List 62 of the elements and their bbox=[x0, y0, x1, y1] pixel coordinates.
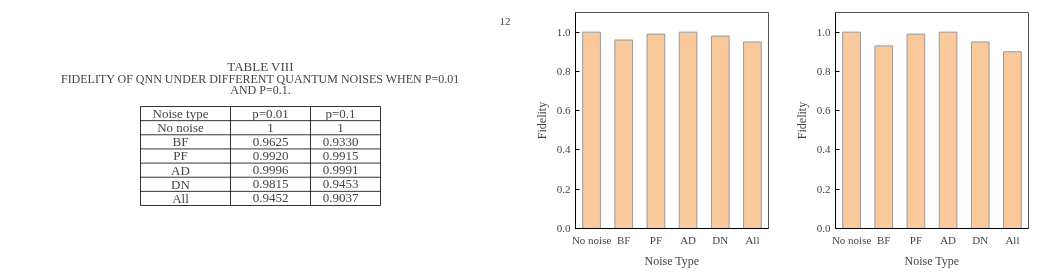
x-axis-title: Noise Type bbox=[904, 253, 960, 268]
y-tick-label: 0.0 bbox=[556, 222, 571, 234]
text: p=0.01 bbox=[252, 106, 289, 122]
y-tick-label: 0.0 bbox=[816, 222, 831, 234]
text: 1 bbox=[337, 119, 344, 135]
y-tick-label: 1.0 bbox=[556, 25, 571, 38]
x-tick-label: All bbox=[1005, 233, 1020, 246]
text: 0.9330 bbox=[322, 133, 359, 149]
bar bbox=[970, 41, 990, 229]
bar bbox=[646, 33, 666, 229]
x-tick-label: PF bbox=[649, 233, 663, 246]
x-tick-label: PF bbox=[909, 233, 923, 246]
y-tick-label: 0.2 bbox=[556, 182, 571, 195]
y-tick-label: 1.0 bbox=[816, 25, 831, 38]
text: 1 bbox=[267, 119, 274, 135]
text: All bbox=[172, 190, 190, 206]
x-axis-title: Noise Type bbox=[644, 253, 700, 268]
text: 0.9815 bbox=[252, 176, 289, 192]
x-tick-label: All bbox=[745, 233, 760, 246]
bar bbox=[710, 35, 730, 229]
text: 0.9991 bbox=[322, 162, 359, 178]
text: p=0.1 bbox=[325, 106, 356, 122]
bar bbox=[938, 31, 958, 229]
text: 0.9920 bbox=[252, 147, 289, 163]
y-tick-label: 0.8 bbox=[556, 64, 571, 77]
y-tick-label: 0.8 bbox=[816, 64, 831, 77]
x-tick-label: BF bbox=[617, 233, 631, 246]
y-tick-label: 0.4 bbox=[816, 143, 831, 156]
bar bbox=[842, 31, 861, 229]
x-tick-label: DN bbox=[712, 233, 729, 246]
x-tick-label: BF bbox=[877, 233, 891, 246]
y-tick-label: 0.6 bbox=[556, 104, 571, 117]
text: 0.9453 bbox=[322, 176, 359, 192]
bar bbox=[906, 33, 926, 229]
bar bbox=[614, 39, 634, 229]
x-tick-label: DN bbox=[972, 233, 989, 246]
y-tick-label: 0.4 bbox=[556, 143, 571, 156]
text: 12 bbox=[499, 15, 511, 28]
x-tick-label: No noise bbox=[831, 233, 872, 246]
bar bbox=[743, 41, 762, 229]
bar bbox=[582, 31, 601, 229]
bar bbox=[1003, 51, 1022, 229]
text: 0.9996 bbox=[252, 162, 289, 178]
text: DN bbox=[171, 176, 191, 192]
bar bbox=[874, 45, 894, 229]
text: PF bbox=[173, 148, 188, 164]
text: 0.9037 bbox=[322, 190, 359, 206]
x-tick-label: AD bbox=[940, 233, 957, 246]
text: Noise type bbox=[152, 106, 209, 122]
y-tick-label: 0.2 bbox=[816, 182, 831, 195]
text: 0.9915 bbox=[322, 147, 359, 163]
y-axis-title: Fidelity bbox=[534, 101, 549, 140]
x-tick-label: AD bbox=[680, 233, 697, 246]
y-axis-title: Fidelity bbox=[794, 101, 809, 140]
text: 0.9452 bbox=[252, 190, 289, 206]
y-tick-label: 0.6 bbox=[816, 104, 831, 117]
text: AD bbox=[171, 162, 190, 178]
text: 0.9625 bbox=[252, 133, 289, 149]
text: BF bbox=[172, 134, 189, 150]
bar bbox=[678, 31, 698, 229]
text: No noise bbox=[157, 120, 205, 136]
x-tick-label: No noise bbox=[571, 233, 612, 246]
